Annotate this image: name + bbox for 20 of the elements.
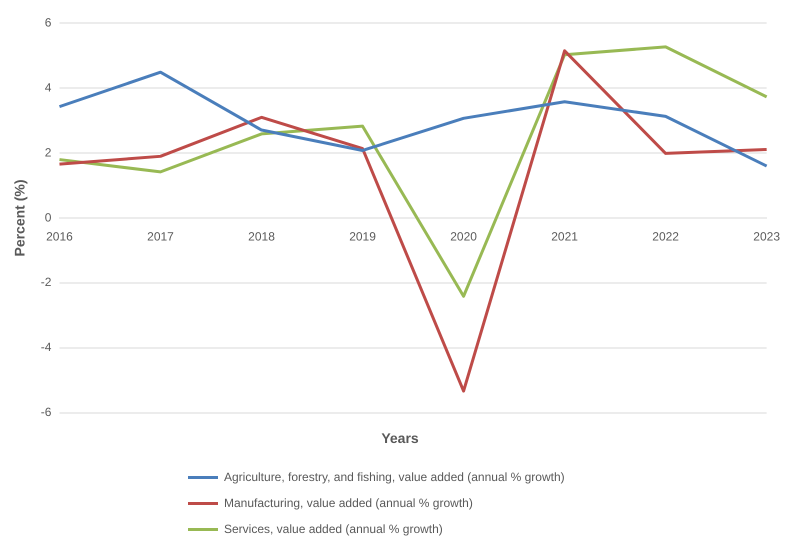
y-tick-label: -4 <box>40 340 52 354</box>
x-tick-label: 2022 <box>652 230 680 244</box>
y-axis-title: Percent (%) <box>11 179 28 257</box>
x-tick-label: 2020 <box>450 230 478 244</box>
y-tick-label: -6 <box>40 405 52 420</box>
x-tick-label: 2017 <box>147 230 174 244</box>
x-tick-label: 2021 <box>551 230 578 244</box>
x-axis-title: Years <box>380 430 420 446</box>
x-tick-label: 2016 <box>46 230 74 244</box>
y-tick-label: 6 <box>44 16 52 30</box>
legend-label: Agriculture, forestry, and fishing, value added (annual % growth) <box>224 470 565 484</box>
x-tick-label: 2023 <box>753 230 780 244</box>
y-tick-label: 4 <box>44 80 52 94</box>
x-tick-label: 2019 <box>349 230 376 244</box>
y-tick-label: -2 <box>40 275 52 290</box>
x-tick-label: 2018 <box>248 230 276 244</box>
legend-label: Manufacturing, value added (annual % growth) <box>224 496 473 510</box>
y-tick-label: 0 <box>44 210 52 224</box>
legend-label: Services, value added (annual % growth) <box>224 522 443 536</box>
y-tick-label: 2 <box>44 145 52 160</box>
